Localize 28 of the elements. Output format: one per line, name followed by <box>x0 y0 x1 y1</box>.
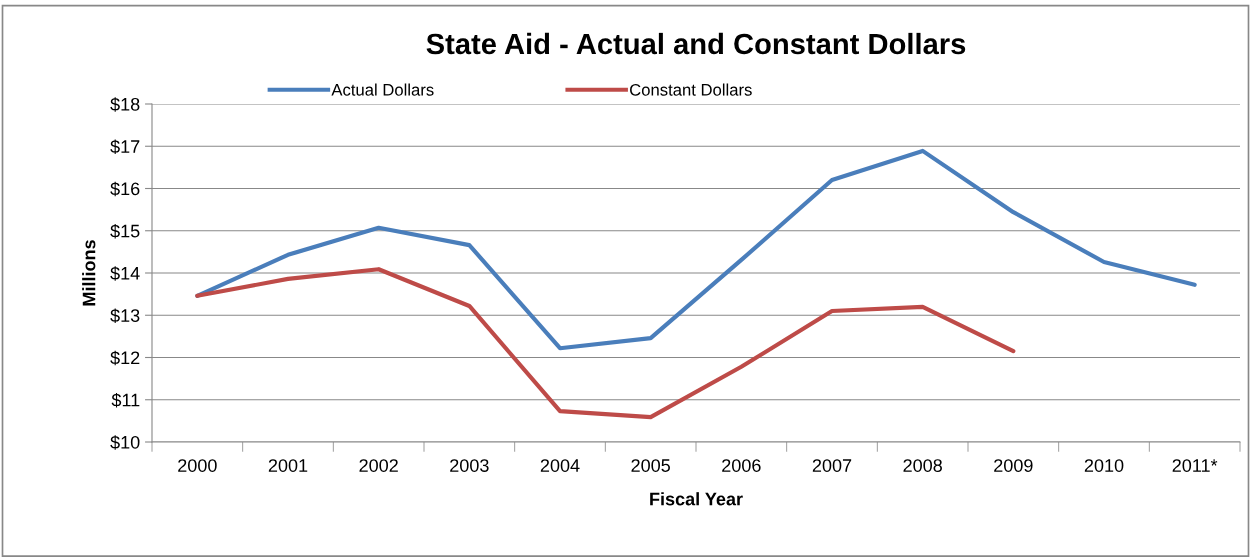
x-axis-title: Fiscal Year <box>650 492 743 506</box>
x-tick-label: 2005 <box>631 459 670 472</box>
y-tick-label: $15 <box>110 223 140 239</box>
x-tick-label: 2000 <box>178 459 217 472</box>
legend-label: Constant Dollars <box>630 83 752 96</box>
y-tick-label: $18 <box>110 97 140 112</box>
x-tick-label: 2006 <box>722 459 761 472</box>
x-tick-label: 2004 <box>540 459 580 472</box>
y-tick-label: $11 <box>111 392 140 408</box>
y-axis-title: Millions <box>82 240 96 306</box>
y-tick-label: $13 <box>110 308 140 324</box>
x-tick-label: 2010 <box>1084 459 1124 472</box>
y-tick-label: $16 <box>110 181 140 197</box>
legend-label: Actual Dollars <box>331 83 434 96</box>
chart-title: State Aid - Actual and Constant Dollars <box>426 32 966 55</box>
x-tick-label: 2011* <box>1172 459 1218 472</box>
x-tick-label: 2007 <box>812 459 852 472</box>
x-tick-label: 2003 <box>450 459 489 472</box>
x-tick-label: 2008 <box>903 459 942 472</box>
y-tick-label: $12 <box>110 350 140 366</box>
y-tick-label: $17 <box>110 139 140 155</box>
x-tick-label: 2009 <box>994 459 1033 472</box>
y-tick-label: $14 <box>110 266 140 281</box>
x-tick-label: 2002 <box>359 459 398 472</box>
line-series <box>195 267 1016 420</box>
x-tick-label: 2001 <box>268 459 308 472</box>
y-tick-label: $10 <box>110 435 140 450</box>
line-series <box>195 148 1197 351</box>
